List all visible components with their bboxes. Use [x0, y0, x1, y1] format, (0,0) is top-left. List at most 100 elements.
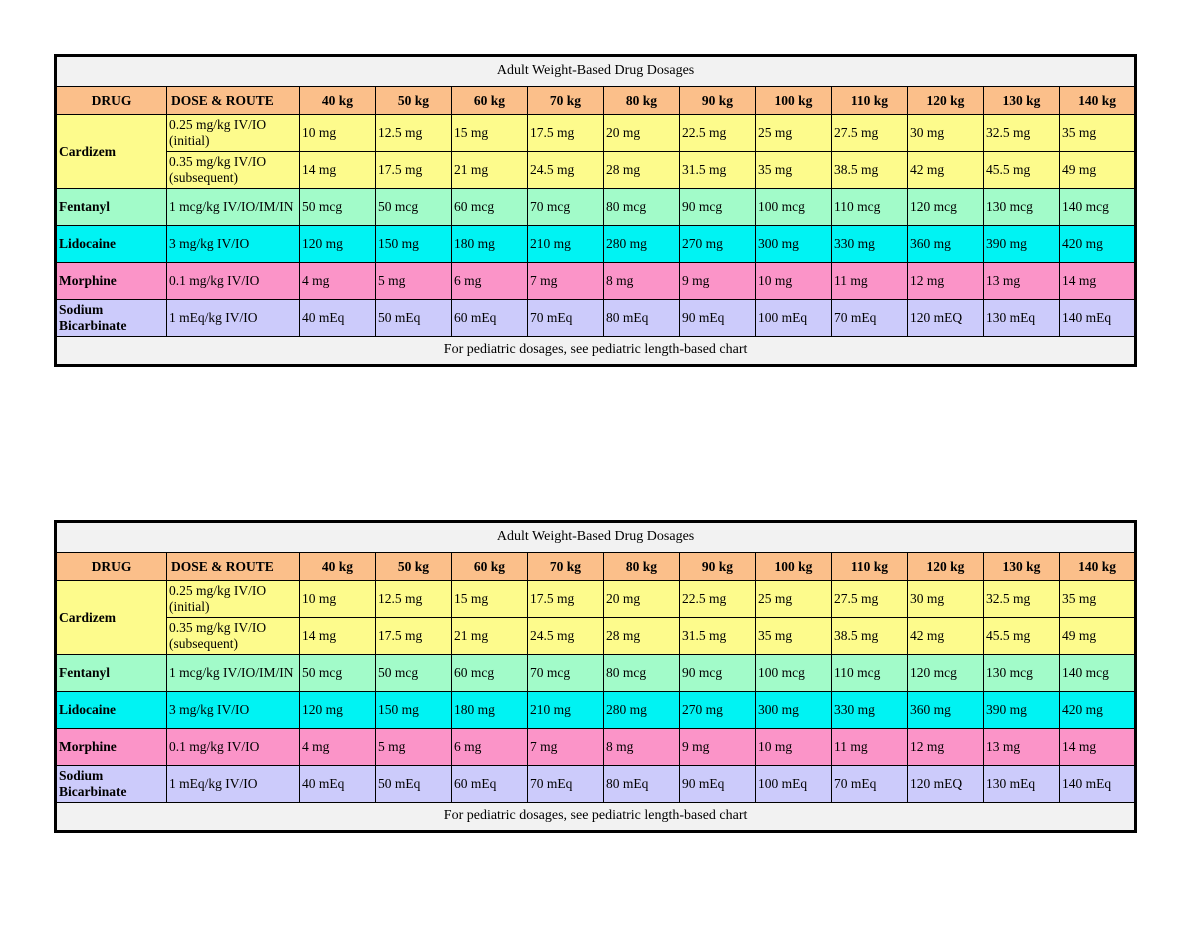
dose-cell: 21 mg — [451, 617, 528, 655]
dose-cell: 330 mg — [831, 225, 908, 263]
dose-cell: 27.5 mg — [831, 580, 908, 618]
dose-cell: 140 mEq — [1058, 765, 1137, 803]
dose-cell: 4 mg — [299, 262, 376, 300]
header-weight: 130 kg — [983, 552, 1060, 581]
dosage-sheet-top: Adult Weight-Based Drug Dosages DRUG DOS… — [54, 54, 1138, 367]
dose-cell: 12.5 mg — [375, 580, 452, 618]
dose-cell: 13 mg — [983, 262, 1060, 300]
dose-cell: 100 mcg — [755, 654, 832, 692]
dose-cell: 280 mg — [603, 225, 680, 263]
dose-cell: 150 mg — [375, 225, 452, 263]
dose-cell: 270 mg — [679, 225, 756, 263]
dose-cell: 80 mcg — [603, 188, 680, 226]
dose-cell: 210 mg — [527, 691, 604, 729]
header-weight: 100 kg — [755, 552, 832, 581]
dose-cell: 140 mcg — [1058, 188, 1137, 226]
dose-cell: 70 mEq — [831, 299, 908, 337]
dose-cell: 120 mcg — [907, 654, 984, 692]
dose-cell: 30 mg — [907, 114, 984, 152]
dose-cell: 30 mg — [907, 580, 984, 618]
dose-cell: 32.5 mg — [983, 114, 1060, 152]
dose-cell: 120 mg — [299, 225, 376, 263]
dose-cell: 420 mg — [1058, 691, 1137, 729]
dose-route-cell: 3 mg/kg IV/IO — [166, 225, 300, 263]
dose-route-cell: 0.25 mg/kg IV/IO (initial) — [166, 580, 300, 618]
drug-name-sodium-bicarbinate: Sodium Bicarbinate — [55, 299, 167, 337]
dose-cell: 35 mg — [1058, 114, 1137, 152]
dose-route-cell: 0.35 mg/kg IV/IO (subsequent) — [166, 151, 300, 189]
dose-cell: 130 mcg — [983, 188, 1060, 226]
dose-cell: 24.5 mg — [527, 617, 604, 655]
dose-cell: 17.5 mg — [375, 617, 452, 655]
dose-cell: 80 mEq — [603, 765, 680, 803]
drug-name-morphine: Morphine — [55, 262, 167, 300]
dose-cell: 300 mg — [755, 225, 832, 263]
dose-cell: 300 mg — [755, 691, 832, 729]
table-row-cardizem-initial: Cardizem 0.25 mg/kg IV/IO (initial) 10 m… — [55, 580, 1137, 655]
dose-cell: 50 mcg — [299, 188, 376, 226]
dose-cell: 100 mcg — [755, 188, 832, 226]
dose-cell: 110 mcg — [831, 654, 908, 692]
dose-cell: 14 mg — [1058, 262, 1137, 300]
dose-cell: 31.5 mg — [679, 617, 756, 655]
dose-cell: 49 mg — [1058, 617, 1137, 655]
header-weight: 80 kg — [603, 86, 680, 115]
drug-name-cardizem: Cardizem — [55, 580, 167, 655]
dose-cell: 140 mcg — [1058, 654, 1137, 692]
dose-cell: 280 mg — [603, 691, 680, 729]
header-weight: 90 kg — [679, 552, 756, 581]
header-weight: 70 kg — [527, 552, 604, 581]
dose-cell: 60 mEq — [451, 765, 528, 803]
dose-cell: 12 mg — [907, 262, 984, 300]
dose-cell: 330 mg — [831, 691, 908, 729]
dose-cell: 9 mg — [679, 262, 756, 300]
dose-cell: 140 mEq — [1058, 299, 1137, 337]
header-weight: 60 kg — [451, 552, 528, 581]
dose-cell: 110 mcg — [831, 188, 908, 226]
dose-cell: 10 mg — [755, 262, 832, 300]
dose-route-cell: 0.1 mg/kg IV/IO — [166, 728, 300, 766]
dose-route-cell: 0.25 mg/kg IV/IO (initial) — [166, 114, 300, 152]
dose-cell: 6 mg — [451, 262, 528, 300]
header-drug: DRUG — [55, 552, 167, 581]
header-weight: 110 kg — [831, 86, 908, 115]
dose-route-cell: 0.1 mg/kg IV/IO — [166, 262, 300, 300]
dose-route-cell: 3 mg/kg IV/IO — [166, 691, 300, 729]
dose-cell: 8 mg — [603, 262, 680, 300]
dose-cell: 70 mEq — [527, 299, 604, 337]
dose-cell: 17.5 mg — [527, 580, 604, 618]
dose-cell: 50 mcg — [299, 654, 376, 692]
dose-cell: 6 mg — [451, 728, 528, 766]
dose-cell: 50 mEq — [375, 765, 452, 803]
dose-cell: 70 mEq — [527, 765, 604, 803]
header-dose-route: DOSE & ROUTE — [166, 552, 300, 581]
dose-cell: 21 mg — [451, 151, 528, 189]
table-title: Adult Weight-Based Drug Dosages — [54, 521, 1137, 553]
dose-cell: 270 mg — [679, 691, 756, 729]
table-row-fentanyl: Fentanyl 1 mcg/kg IV/IO/IM/IN 50 mcg 50 … — [55, 188, 1137, 226]
header-weight: 70 kg — [527, 86, 604, 115]
dose-cell: 40 mEq — [299, 299, 376, 337]
dose-cell: 90 mcg — [679, 654, 756, 692]
dose-cell: 50 mcg — [375, 188, 452, 226]
dose-cell: 28 mg — [603, 617, 680, 655]
dose-cell: 15 mg — [451, 580, 528, 618]
dose-cell: 27.5 mg — [831, 114, 908, 152]
dose-cell: 60 mcg — [451, 654, 528, 692]
dose-cell: 390 mg — [983, 691, 1060, 729]
header-row: DRUG DOSE & ROUTE 40 kg 50 kg 60 kg 70 k… — [55, 552, 1137, 581]
header-weight: 140 kg — [1058, 552, 1137, 581]
dose-cell: 70 mcg — [527, 654, 604, 692]
dose-cell: 420 mg — [1058, 225, 1137, 263]
dose-cell: 120 mEQ — [907, 299, 984, 337]
dose-cell: 80 mEq — [603, 299, 680, 337]
drug-name-fentanyl: Fentanyl — [55, 188, 167, 226]
dose-cell: 360 mg — [907, 691, 984, 729]
dose-cell: 22.5 mg — [679, 114, 756, 152]
dose-cell: 70 mEq — [831, 765, 908, 803]
header-weight: 120 kg — [907, 86, 984, 115]
dose-cell: 130 mEq — [983, 765, 1060, 803]
dose-cell: 130 mcg — [983, 654, 1060, 692]
dose-cell: 11 mg — [831, 728, 908, 766]
header-weight: 140 kg — [1058, 86, 1137, 115]
